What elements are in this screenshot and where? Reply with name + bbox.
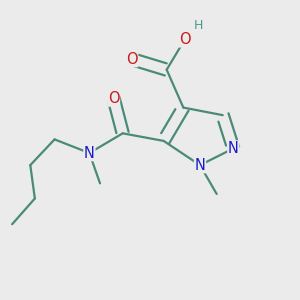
Text: N: N [84,146,95,160]
Text: O: O [179,32,191,47]
Text: O: O [108,91,119,106]
Text: N: N [195,158,206,173]
Text: O: O [126,52,138,67]
Text: N: N [228,141,239,156]
Text: H: H [194,19,203,32]
